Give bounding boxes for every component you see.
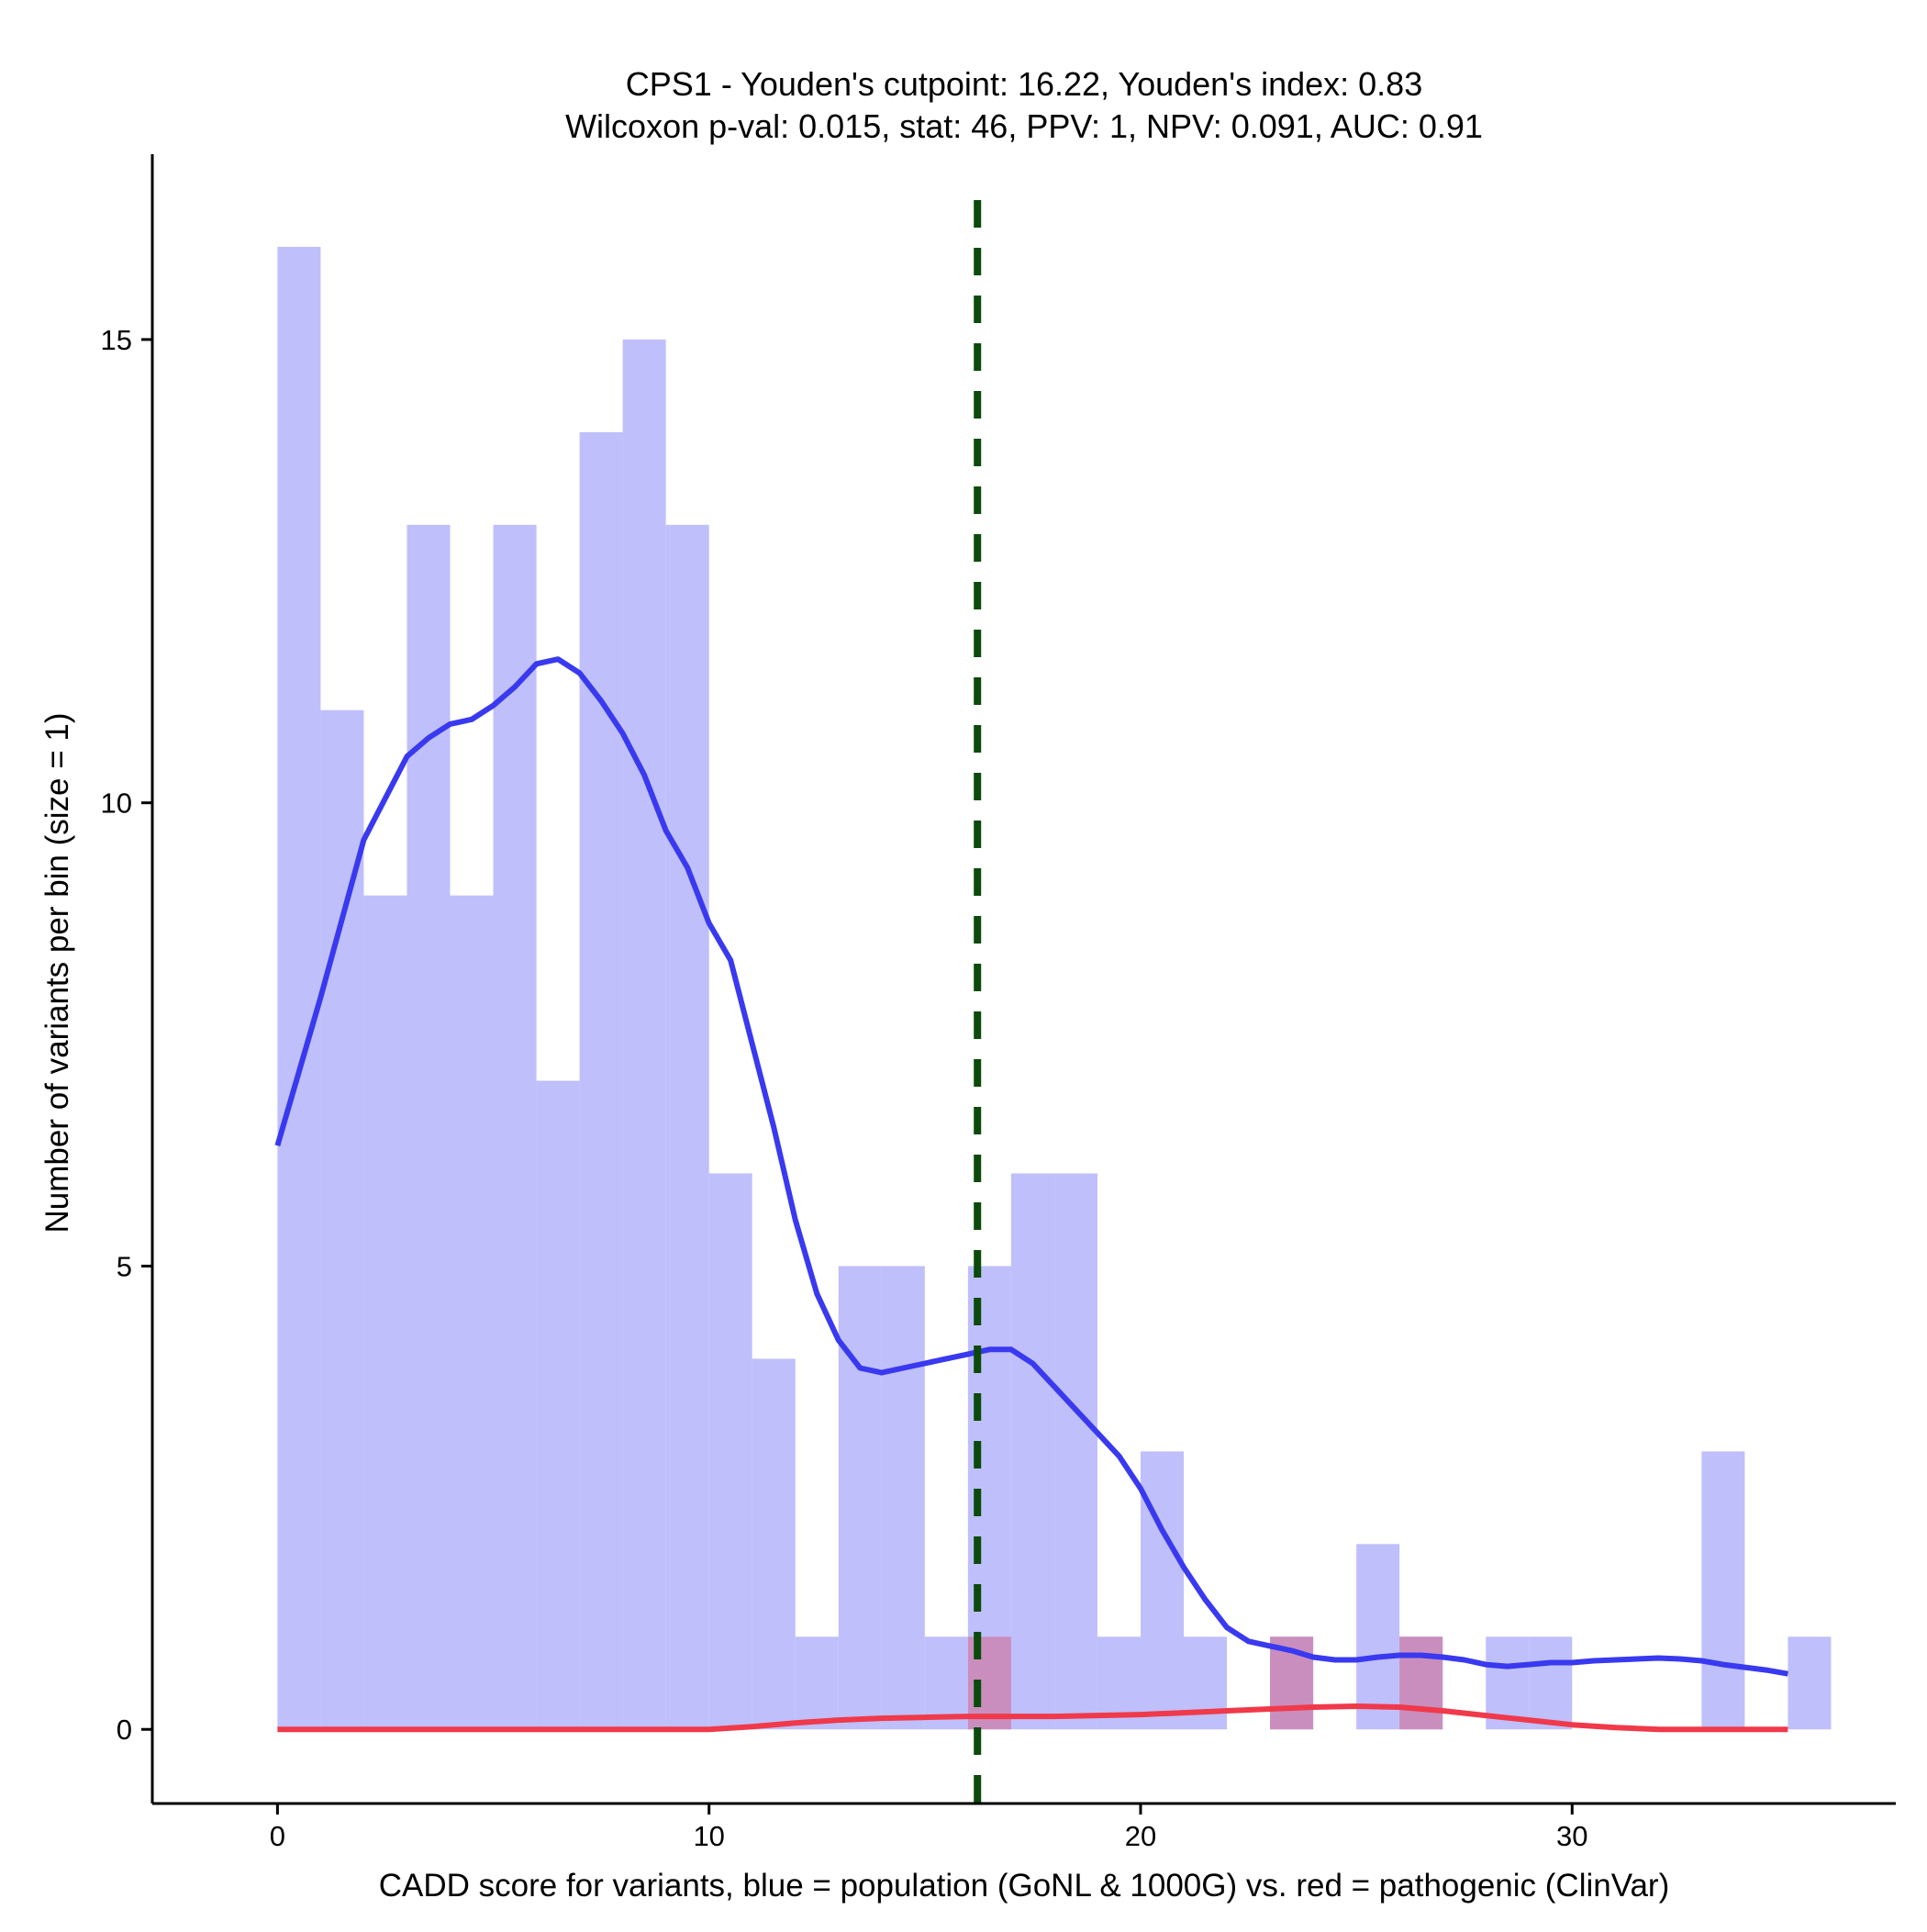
- x-tick-label-20: 20: [1125, 1820, 1156, 1852]
- population-bar-11: [752, 1358, 796, 1730]
- population-bar-25: [1356, 1544, 1400, 1730]
- population-bar-6: [536, 1080, 580, 1730]
- population-bar-1: [320, 709, 364, 1730]
- chart-subtitle: Wilcoxon p-val: 0.015, stat: 46, PPV: 1,…: [565, 107, 1483, 145]
- y-tick-label-0: 0: [117, 1714, 132, 1746]
- axes-group: 0 10 20 30 0 5 10 15: [101, 154, 1896, 1852]
- pathogenic-density-line: [277, 1703, 1788, 1733]
- population-bar-2: [363, 895, 407, 1730]
- pathogenic-bar-26: [1399, 1636, 1443, 1730]
- population-bar-14: [881, 1266, 925, 1730]
- population-bar-20: [1140, 1451, 1185, 1730]
- population-bar-9: [665, 524, 709, 1730]
- population-bar-35: [1788, 1636, 1832, 1730]
- y-tick-label-15: 15: [101, 324, 132, 356]
- y-tick-label-5: 5: [117, 1250, 132, 1282]
- population-bar-13: [838, 1266, 882, 1730]
- population-bar-0: [277, 246, 321, 1730]
- population-density-line: [274, 656, 1788, 1677]
- population-bar-17: [1010, 1173, 1054, 1730]
- x-tick-label-10: 10: [693, 1820, 724, 1852]
- population-bar-18: [1053, 1173, 1097, 1730]
- population-bar-4: [450, 895, 494, 1730]
- chart-title: CPS1 - Youden's cutpoint: 16.22, Youden'…: [626, 65, 1422, 103]
- population-bar-7: [579, 431, 623, 1730]
- population-bar-33: [1701, 1451, 1745, 1730]
- population-bar-29: [1529, 1636, 1573, 1730]
- x-tick-label-30: 30: [1556, 1820, 1587, 1852]
- x-axis-label: CADD score for variants, blue = populati…: [379, 1868, 1670, 1904]
- y-tick-label-10: 10: [101, 787, 132, 820]
- population-bars: [277, 246, 1832, 1730]
- density-curves: [274, 656, 1788, 1733]
- population-bar-21: [1184, 1636, 1228, 1730]
- population-bar-5: [493, 524, 537, 1730]
- y-axis-label: Number of variants per bin (size = 1): [39, 712, 75, 1233]
- population-bar-3: [407, 524, 451, 1730]
- x-tick-label-0: 0: [270, 1820, 285, 1852]
- population-bar-12: [795, 1636, 839, 1730]
- population-bar-10: [708, 1173, 752, 1730]
- population-bar-8: [622, 339, 666, 1730]
